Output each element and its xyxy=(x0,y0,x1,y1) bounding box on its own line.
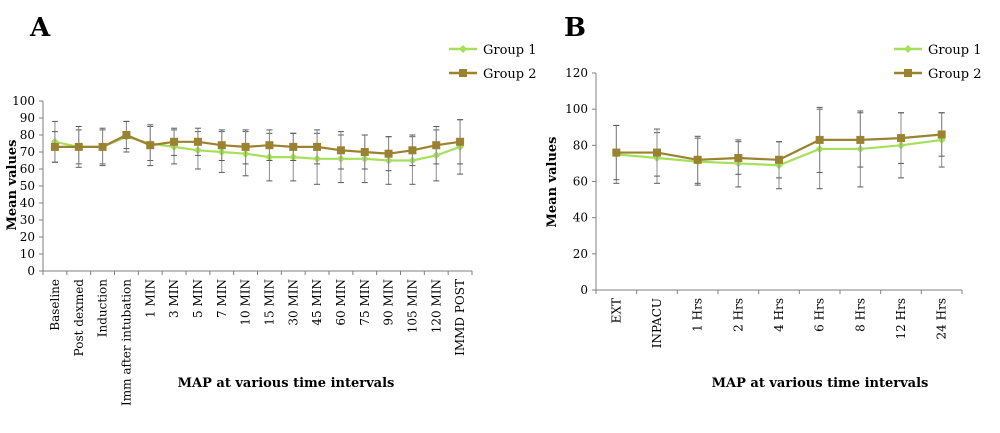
x-tick-label: 2 Hrs xyxy=(731,298,745,332)
x-tick-label: INPACU xyxy=(650,298,664,348)
legend-marker-2 xyxy=(459,69,467,77)
data-point xyxy=(734,153,743,162)
y-tick-label: 60 xyxy=(20,162,35,176)
x-tick-label: 7 MIN xyxy=(215,279,229,318)
panel-b-xlabel: MAP at various time intervals xyxy=(712,376,929,391)
y-tick-label: 120 xyxy=(565,66,588,80)
data-point xyxy=(170,137,179,146)
y-tick-label: 0 xyxy=(580,283,588,297)
x-tick-label: Imm after intubation xyxy=(119,279,133,406)
y-tick-label: 60 xyxy=(573,175,588,189)
panel-a-ylabel: Mean values xyxy=(5,139,20,230)
panel-b-label: B xyxy=(564,13,586,43)
data-point xyxy=(217,141,226,150)
panel-b-ylabel: Mean values xyxy=(545,136,560,227)
x-tick-label: EXT xyxy=(609,298,623,323)
x-tick-label: 75 MIN xyxy=(358,279,372,326)
data-point xyxy=(693,155,702,164)
data-point xyxy=(313,142,322,151)
data-point xyxy=(289,142,298,151)
data-point xyxy=(146,141,155,150)
data-point xyxy=(265,141,274,150)
x-tick-label: 10 MIN xyxy=(239,279,253,326)
x-tick-label: 1 MIN xyxy=(143,279,157,318)
x-tick-label: 105 MIN xyxy=(405,279,419,333)
data-point xyxy=(815,135,824,144)
panel-a-xlabel: MAP at various time intervals xyxy=(178,376,395,391)
legend-label-1: Group 1 xyxy=(483,43,537,58)
legend-marker-1 xyxy=(904,45,912,53)
x-tick-label: 15 MIN xyxy=(262,279,276,326)
data-point xyxy=(122,131,131,139)
data-point xyxy=(74,142,83,151)
y-tick-label: 20 xyxy=(20,230,35,244)
data-point xyxy=(775,155,783,164)
data-point xyxy=(98,142,107,151)
x-tick-label: 45 MIN xyxy=(310,279,324,326)
y-tick-label: 50 xyxy=(20,179,35,193)
x-tick-label: IMMD POST xyxy=(453,279,467,356)
legend-label-2: Group 2 xyxy=(928,67,982,82)
legend-label-2: Group 2 xyxy=(483,67,537,82)
x-tick-label: 30 MIN xyxy=(286,279,300,326)
data-point xyxy=(897,134,905,143)
data-point xyxy=(241,142,250,151)
data-point xyxy=(360,148,369,156)
x-tick-label: 120 MIN xyxy=(429,279,443,333)
x-tick-label: 24 Hrs xyxy=(935,298,949,339)
data-point xyxy=(384,149,393,158)
y-tick-label: 40 xyxy=(573,211,588,225)
data-point xyxy=(408,146,417,155)
x-tick-label: 5 MIN xyxy=(191,279,205,318)
panel-a-label: A xyxy=(29,13,51,43)
x-tick-label: 8 Hrs xyxy=(853,298,867,332)
legend-marker-2 xyxy=(904,69,912,77)
y-tick-label: 90 xyxy=(20,111,35,125)
data-point xyxy=(336,146,345,155)
y-tick-label: 0 xyxy=(27,264,35,278)
x-tick-label: 60 MIN xyxy=(334,279,348,326)
data-point xyxy=(612,148,621,157)
panel-b-plot-area: 0 20 40 60 80 100 120 EXT INPACU 1 Hrs 2 Hrs 4 Hrs 6… xyxy=(565,43,981,348)
legend-label-1: Group 1 xyxy=(928,43,982,58)
data-point xyxy=(432,141,441,150)
legend-marker-1 xyxy=(459,45,467,53)
x-tick-label: Post dexmed xyxy=(72,279,86,357)
data-point xyxy=(653,148,661,157)
y-tick-label: 40 xyxy=(20,196,35,210)
y-tick-label: 30 xyxy=(20,213,35,227)
y-tick-label: 100 xyxy=(12,94,35,108)
data-point xyxy=(50,142,59,151)
y-tick-label: 80 xyxy=(20,128,35,142)
x-tick-label: 90 MIN xyxy=(382,279,396,326)
x-tick-label: 6 Hrs xyxy=(813,298,827,332)
x-tick-label: 1 Hrs xyxy=(691,298,705,332)
y-tick-label: 70 xyxy=(20,145,35,159)
y-tick-label: 10 xyxy=(20,247,35,261)
series-line-2 xyxy=(54,133,461,155)
x-tick-label: 3 MIN xyxy=(167,279,181,318)
y-tick-label: 20 xyxy=(573,247,588,261)
data-point xyxy=(856,135,865,144)
data-point xyxy=(456,137,465,146)
data-point xyxy=(193,137,202,146)
y-tick-label: 100 xyxy=(565,102,588,116)
panel-a-plot-area: 0 10 20 30 40 50 60 70 80 90 100 Baseline Post dexme… xyxy=(12,43,536,406)
x-tick-label: Baseline xyxy=(48,279,62,331)
x-tick-label: 12 Hrs xyxy=(894,298,908,339)
data-point xyxy=(937,130,946,139)
y-tick-label: 80 xyxy=(573,138,588,152)
x-tick-label: 4 Hrs xyxy=(772,298,786,332)
x-tick-label: Induction xyxy=(96,279,110,337)
